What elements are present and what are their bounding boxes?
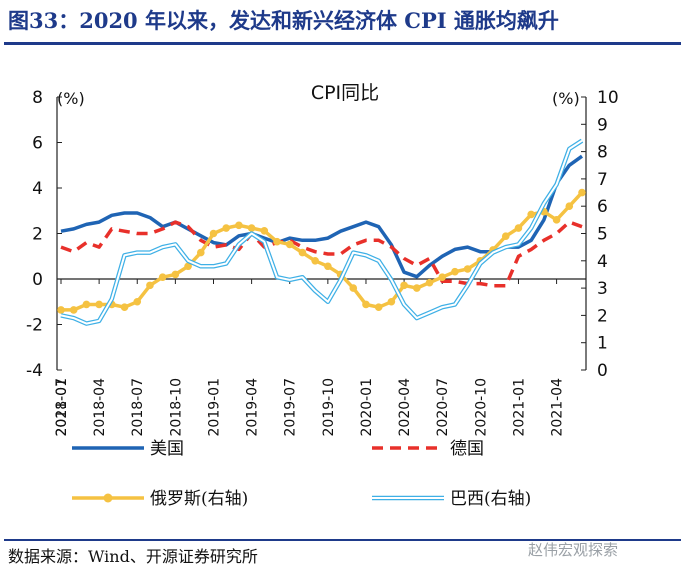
series-line-inner (60, 139, 583, 325)
data-point (146, 281, 154, 290)
legend-item-br: 巴西(右轴) (372, 489, 531, 509)
legend-label: 俄罗斯(右轴) (150, 489, 248, 509)
y-left-tick-label: 2 (32, 225, 43, 245)
data-point (235, 221, 243, 230)
y-right-tick-label: 3 (597, 279, 608, 299)
footer-rule (4, 539, 681, 541)
y-right-tick-label: 9 (597, 115, 608, 135)
chart-title: CPI同比 (311, 82, 379, 104)
x-tick-label: 2019-10 (321, 378, 337, 437)
x-tick-label: 2019-04 (245, 378, 261, 437)
y-right-tick-label: 6 (597, 197, 608, 217)
y-right-tick-label: 8 (597, 143, 608, 163)
x-tick-label: 2018-10 (168, 378, 184, 437)
data-point (273, 237, 281, 246)
data-point (133, 297, 142, 306)
x-tick-label: 2018-04 (92, 378, 108, 437)
y-right-tick-label: 7 (597, 170, 608, 190)
y-right-tick-label: 1 (597, 334, 608, 354)
y-left-tick-label: -4 (26, 361, 43, 381)
data-point (463, 265, 472, 273)
legend-label: 巴西(右轴) (450, 489, 531, 509)
legend-item-us: 美国 (72, 439, 184, 459)
data-point (247, 224, 256, 232)
data-point (57, 306, 65, 314)
y-right-tick-label: 4 (597, 252, 608, 272)
data-point (324, 262, 332, 271)
y-right-unit-label: (%) (552, 89, 580, 108)
data-point (82, 300, 91, 309)
x-tick-label: 2021-07 (54, 378, 70, 437)
data-point (222, 224, 230, 232)
data-point (501, 232, 510, 241)
series-br (60, 138, 584, 326)
data-point (311, 257, 319, 265)
data-point (374, 303, 383, 312)
axes: -4 -2 0 2 4 6 8 0 1 2 3 4 5 6 7 8 9 10 2018-01 2018-04 2018-… (26, 88, 619, 437)
data-point (438, 273, 447, 281)
series-de (60, 220, 583, 288)
title-rule (4, 42, 681, 45)
x-tick-label: 2020-01 (359, 378, 375, 437)
data-point (413, 284, 421, 292)
y-right-tick-label: 0 (597, 361, 608, 381)
data-point (400, 281, 408, 290)
data-point (95, 300, 103, 309)
y-left-tick-label: 4 (32, 179, 43, 199)
data-point (565, 202, 574, 210)
x-tick-label: 2018-07 (130, 378, 146, 437)
x-tick-label: 2021-04 (550, 378, 566, 437)
data-point (552, 216, 561, 224)
y-left-tick-label: 8 (32, 88, 43, 108)
legend-item-de: 德国 (372, 439, 484, 459)
x-tick-label: 2020-04 (397, 378, 413, 437)
legend-label: 美国 (150, 439, 184, 459)
y-left-tick-label: -2 (26, 316, 43, 336)
x-tick-label: 2020-10 (473, 378, 489, 437)
data-point (69, 306, 78, 314)
data-point (260, 226, 269, 235)
legend-label: 德国 (450, 439, 484, 459)
x-tick-label: 2020-07 (435, 378, 451, 437)
legend-item-ru: 俄罗斯(右轴) (72, 489, 248, 509)
series-line (60, 154, 584, 279)
legend-marker (103, 493, 113, 503)
x-tick-label: 2021-01 (511, 378, 527, 437)
x-tick-label: 2018-01 (54, 378, 70, 437)
y-right-tick-label: 10 (597, 88, 619, 108)
data-point (209, 229, 218, 238)
y-left-tick-label: 6 (32, 134, 43, 154)
x-tick-label: 2019-07 (283, 378, 299, 437)
series-layer (57, 138, 586, 326)
data-point (451, 267, 459, 276)
figure-title: 图33：2020 年以来，发达和新兴经济体 CPI 通胀均飙升 (8, 8, 559, 33)
series-us (60, 154, 584, 279)
data-point (285, 240, 294, 249)
data-point (196, 248, 205, 257)
data-point (387, 297, 396, 306)
data-point (298, 248, 307, 257)
data-point (158, 273, 167, 281)
data-point (349, 284, 358, 292)
source-note: 数据来源：Wind、开源证券研究所 (8, 547, 258, 566)
watermark-text: 赵伟宏观探索 (528, 541, 619, 559)
y-left-tick-label: 0 (32, 270, 43, 290)
x-tick-label: 2019-01 (206, 378, 222, 437)
data-point (578, 188, 586, 197)
data-point (171, 270, 180, 279)
y-right-tick-label: 5 (597, 225, 608, 245)
data-point (362, 300, 370, 309)
data-point (425, 278, 434, 287)
data-point (527, 210, 535, 219)
y-right-tick-label: 2 (597, 306, 608, 326)
series-line (60, 220, 583, 288)
data-point (120, 303, 129, 312)
data-point (514, 224, 523, 232)
data-point (184, 262, 192, 271)
y-left-unit-label: (%) (57, 89, 85, 108)
